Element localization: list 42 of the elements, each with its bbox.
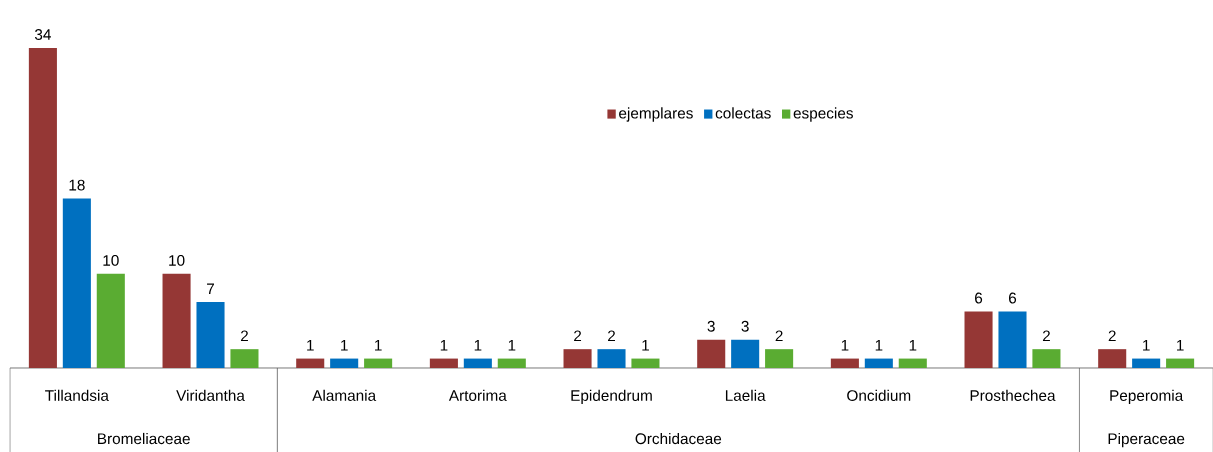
x-tick-label: Tillandsia (45, 389, 109, 401)
x-tick-label: Oncidium (847, 389, 911, 401)
data-label: 1 (1143, 339, 1150, 351)
data-label: 1 (841, 339, 849, 351)
data-label: 10 (103, 254, 119, 266)
data-label: 2 (574, 330, 582, 342)
data-label: 1 (375, 339, 382, 351)
data-label: 2 (240, 330, 248, 342)
x-tick-label: Peperomia (1110, 389, 1184, 405)
data-label: 3 (741, 320, 749, 332)
data-label: 2 (775, 330, 783, 342)
x-tick-label: Prosthechea (970, 389, 1056, 401)
x-tick-label: Alamania (312, 389, 377, 401)
data-label: 1 (875, 339, 883, 351)
x-tick-label: Laelia (725, 389, 766, 401)
data-label: 1 (909, 339, 917, 351)
data-label: 6 (975, 292, 983, 304)
data-label: 10 (169, 254, 185, 266)
data-label: 2 (608, 330, 615, 342)
data-label: 2 (1108, 330, 1116, 342)
data-label: 1 (474, 339, 482, 351)
data-label: 3 (707, 320, 715, 332)
legend-label: especies (793, 107, 853, 122)
legend-label: colectas (715, 107, 771, 119)
data-label: 34 (34, 29, 51, 40)
data-label: 1 (341, 339, 348, 351)
data-label: 1 (508, 339, 516, 351)
x-tick-label: Epidendrum (571, 389, 652, 405)
text: Piperaceae (1108, 432, 1185, 448)
data-label: 1 (307, 339, 314, 351)
x-tick-label: Artorima (448, 389, 507, 401)
data-label: 18 (69, 179, 85, 191)
data-label: 2 (1042, 330, 1050, 342)
text: Orchidaceae (635, 432, 722, 445)
x-tick-label: Viridantha (176, 389, 245, 401)
data-label: 1 (440, 339, 448, 351)
text: Bromeliaceae (98, 432, 190, 445)
data-label: 1 (1177, 339, 1184, 351)
data-label: 6 (1009, 292, 1017, 304)
data-label: 7 (207, 283, 214, 295)
data-label: 1 (642, 339, 649, 351)
legend-label: ejemplares (619, 107, 693, 122)
